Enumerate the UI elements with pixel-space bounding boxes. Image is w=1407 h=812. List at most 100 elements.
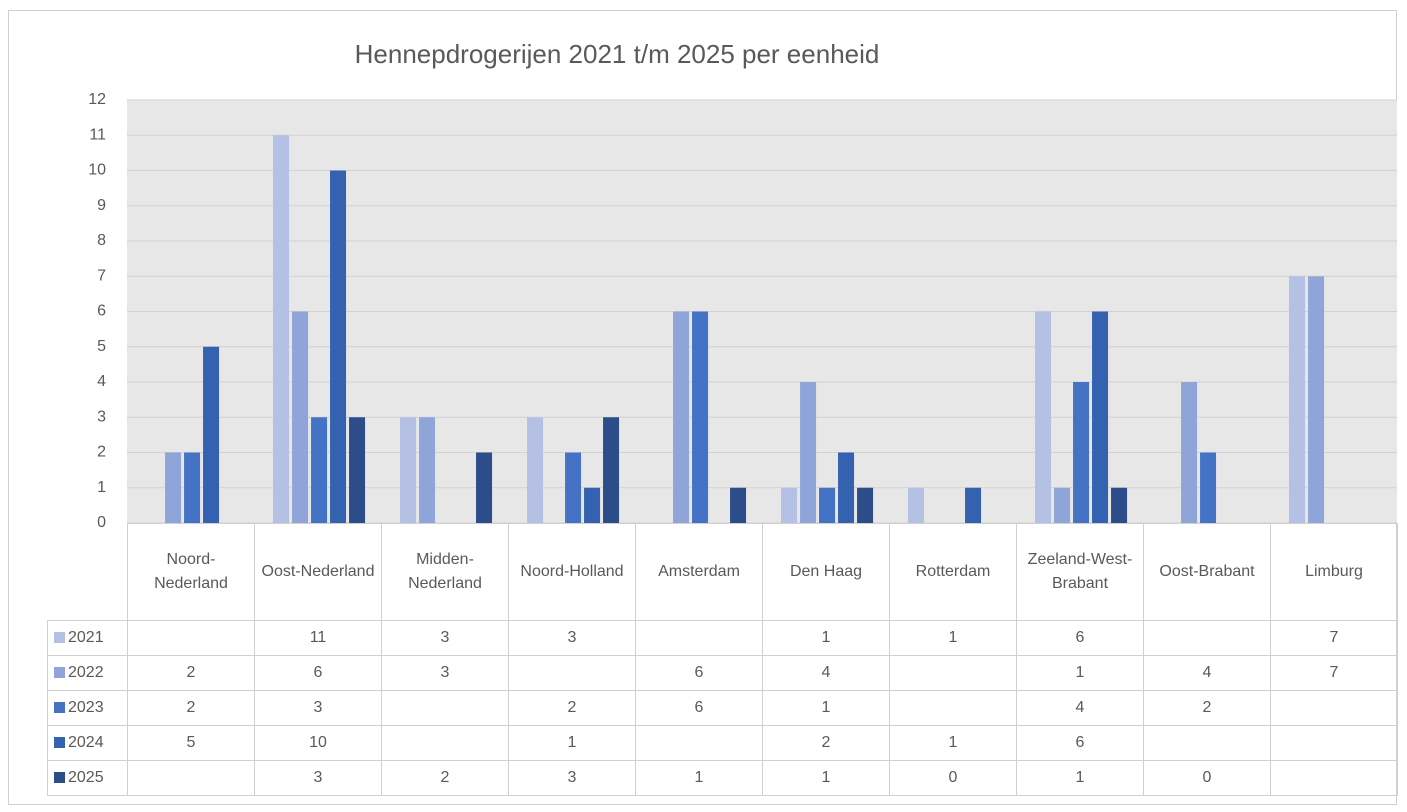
bar — [1035, 311, 1052, 523]
table-cell — [381, 725, 509, 761]
bar — [673, 311, 690, 523]
bar — [292, 311, 309, 523]
bar — [1111, 487, 1128, 523]
table-header-row: Noord-Nederland Oost-Nederland Midden-Nede… — [47, 523, 1398, 621]
legend-label: 2025 — [68, 769, 104, 786]
table-cell: 2 — [127, 690, 255, 726]
bar — [908, 487, 925, 523]
table-corner — [47, 523, 128, 621]
table-cell: 3 — [254, 690, 382, 726]
table-cell — [1143, 620, 1271, 656]
table-cell — [1143, 725, 1271, 761]
bar — [400, 417, 417, 523]
table-cell: 7 — [1270, 655, 1398, 691]
table-cell — [381, 690, 509, 726]
table-cell — [889, 690, 1017, 726]
table-cell: 3 — [381, 620, 509, 656]
table-row: 2021 11 3 3 1 1 6 7 — [47, 620, 1398, 656]
legend-swatch — [54, 632, 65, 644]
bar — [603, 417, 620, 523]
table-cell — [635, 620, 763, 656]
bar — [1181, 382, 1198, 523]
legend-entry: 2024 — [47, 725, 128, 761]
table-cell: 1 — [635, 760, 763, 796]
x-tick-label: Amsterdam — [635, 523, 763, 621]
bar — [781, 487, 798, 523]
bar — [203, 346, 220, 523]
table-cell: 1 — [1016, 760, 1144, 796]
table-cell — [889, 655, 1017, 691]
legend-entry: 2021 — [47, 620, 128, 656]
table-cell: 2 — [127, 655, 255, 691]
bar — [1289, 276, 1306, 523]
table-cell — [635, 725, 763, 761]
table-row: 2023 2 3 2 6 1 4 2 — [47, 690, 1398, 726]
bar — [1073, 382, 1090, 523]
table-cell: 3 — [508, 760, 636, 796]
table-cell: 1 — [762, 690, 890, 726]
y-tick-label: 12 — [88, 91, 106, 108]
bar — [819, 487, 836, 523]
bar — [730, 487, 747, 523]
bar — [165, 452, 182, 523]
table-row: 2025 3 2 3 1 1 0 1 0 — [47, 760, 1398, 796]
y-tick-label: 10 — [88, 162, 106, 179]
bar — [838, 452, 855, 523]
table-cell — [508, 655, 636, 691]
table-row: 2022 2 6 3 6 4 1 4 7 — [47, 655, 1398, 691]
y-tick-label: 7 — [97, 267, 106, 284]
x-tick-label: Rotterdam — [889, 523, 1017, 621]
table-cell — [127, 620, 255, 656]
table-cell: 7 — [1270, 620, 1398, 656]
bar — [419, 417, 436, 523]
bar — [565, 452, 582, 523]
legend-label: 2021 — [68, 629, 104, 646]
x-tick-label: Limburg — [1270, 523, 1398, 621]
table-cell — [127, 760, 255, 796]
y-tick-label: 6 — [97, 303, 106, 320]
table-cell: 2 — [508, 690, 636, 726]
legend-swatch — [54, 737, 65, 749]
table-cell: 6 — [1016, 725, 1144, 761]
table-cell: 1 — [762, 760, 890, 796]
table-cell: 2 — [1143, 690, 1271, 726]
bar — [1308, 276, 1325, 523]
legend-entry: 2022 — [47, 655, 128, 691]
table-cell: 1 — [762, 620, 890, 656]
legend-label: 2023 — [68, 699, 104, 716]
x-tick-label: Noord-Holland — [508, 523, 636, 621]
y-tick-label: 5 — [97, 338, 106, 355]
x-tick-label: Den Haag — [762, 523, 890, 621]
table-cell — [1270, 725, 1398, 761]
table-cell: 0 — [889, 760, 1017, 796]
bar — [476, 452, 493, 523]
bar — [1200, 452, 1217, 523]
x-tick-label: Noord-Nederland — [127, 523, 255, 621]
legend-swatch — [54, 702, 65, 714]
chart-title: Hennepdrogerijen 2021 t/m 2025 per eenhe… — [355, 39, 880, 69]
table-cell: 0 — [1143, 760, 1271, 796]
table-cell: 4 — [1016, 690, 1144, 726]
bar — [349, 417, 366, 523]
x-tick-label: Zeeland-West-Brabant — [1016, 523, 1144, 621]
table-cell: 6 — [635, 690, 763, 726]
bar — [330, 170, 347, 523]
bar — [273, 135, 290, 523]
table-cell: 5 — [127, 725, 255, 761]
table-cell: 11 — [254, 620, 382, 656]
bar — [857, 487, 874, 523]
table-cell: 3 — [381, 655, 509, 691]
table-cell: 6 — [635, 655, 763, 691]
legend-entry: 2023 — [47, 690, 128, 726]
table-cell: 4 — [1143, 655, 1271, 691]
x-tick-label: Midden-Nederland — [381, 523, 509, 621]
legend-label: 2022 — [68, 664, 104, 681]
table-cell: 3 — [508, 620, 636, 656]
y-tick-label: 8 — [97, 232, 106, 249]
y-tick-label: 11 — [89, 126, 106, 143]
bar — [800, 382, 817, 523]
table-cell: 10 — [254, 725, 382, 761]
table-cell: 3 — [254, 760, 382, 796]
